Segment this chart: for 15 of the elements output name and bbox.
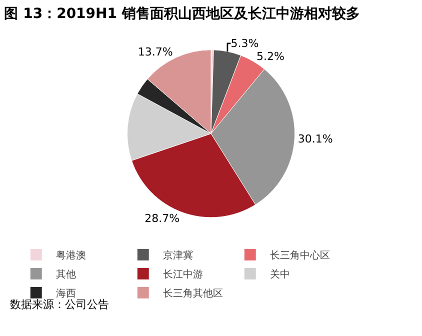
legend-label: 其他 bbox=[56, 268, 76, 281]
legend-label: 长三角其他区 bbox=[163, 288, 224, 300]
legend-label: 海西 bbox=[56, 288, 76, 300]
legend-label: 京津冀 bbox=[163, 250, 194, 262]
chart-title: 图 13：2019H1 销售面积山西地区及长江中游相对较多 bbox=[4, 6, 360, 22]
legend-label: 粤港澳 bbox=[56, 250, 86, 262]
data-label: 13.7% bbox=[138, 46, 173, 59]
data-label: 5.3% bbox=[230, 36, 259, 50]
legend-label: 关中 bbox=[270, 268, 290, 281]
legend-label: 长江中游 bbox=[163, 268, 204, 281]
data-label: 30.1% bbox=[298, 132, 333, 146]
legend-label: 长三角中心区 bbox=[270, 250, 330, 262]
data-label: 28.7% bbox=[144, 212, 180, 225]
source-note: 数据来源：公司公告 bbox=[10, 298, 109, 311]
data-label: 5.2% bbox=[256, 50, 284, 63]
